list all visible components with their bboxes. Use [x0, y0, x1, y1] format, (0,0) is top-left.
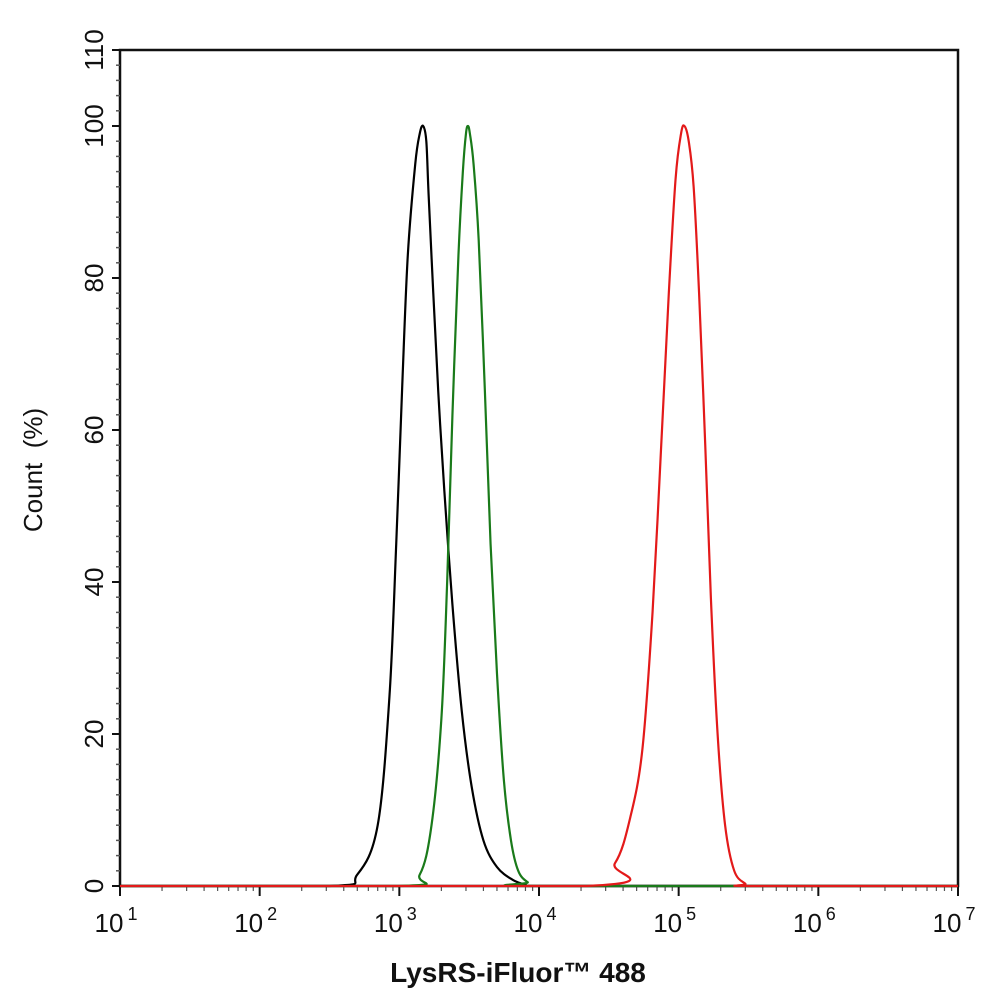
series-group [120, 124, 958, 888]
x-tick-label: 10 2 [234, 904, 277, 938]
plot-area [118, 48, 960, 888]
x-tick-label: 10 7 [933, 904, 976, 938]
x-tick-label: 10 3 [374, 904, 417, 938]
y-tick-label: 80 [79, 264, 109, 293]
series-line-1 [120, 124, 958, 888]
y-axis-label: Count (%) [18, 408, 48, 532]
y-tick-label: 60 [79, 416, 109, 445]
x-tick-label: 10 1 [95, 904, 138, 938]
y-tick-label: 0 [79, 879, 109, 893]
x-axis-ticks: 10 1 10 2 10 3 10 4 10 5 10 6 10 7 [95, 886, 976, 938]
series-line-3 [120, 124, 958, 888]
series-line-2 [120, 124, 958, 888]
x-axis-label: LysRS-iFluor™ 488 [390, 957, 646, 988]
y-tick-label: 20 [79, 720, 109, 749]
x-tick-label: 10 4 [514, 904, 557, 938]
x-tick-label: 10 6 [793, 904, 836, 938]
y-tick-label: 40 [79, 568, 109, 597]
x-tick-label: 10 5 [653, 904, 696, 938]
y-tick-label: 110 [79, 29, 109, 70]
y-tick-label: 100 [79, 104, 109, 147]
y-axis-ticks: 0 20 40 60 80 100 110 [79, 29, 120, 893]
